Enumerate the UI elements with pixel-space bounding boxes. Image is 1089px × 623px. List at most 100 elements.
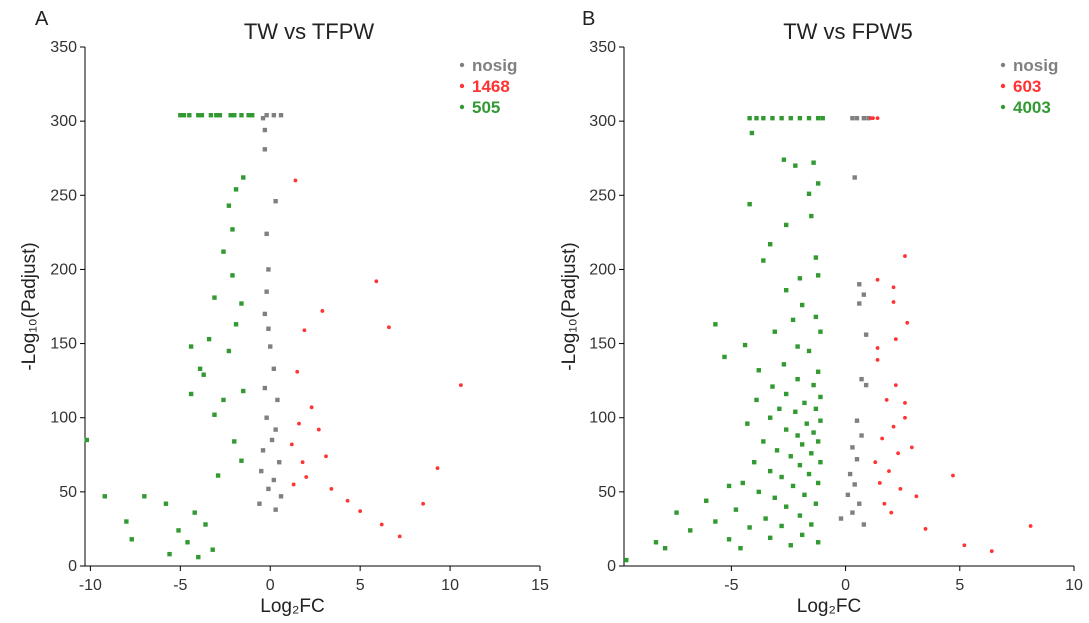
- data-point-nosig: [857, 282, 862, 287]
- data-point-down: [763, 516, 768, 521]
- data-point-down: [203, 522, 208, 527]
- data-point-down: [815, 480, 821, 486]
- data-point-nosig: [266, 486, 271, 492]
- data-point-nosig: [278, 113, 284, 118]
- chart-title: TW vs FPW5: [783, 19, 913, 44]
- data-point-down: [722, 354, 727, 360]
- data-point-nosig: [268, 344, 273, 349]
- data-point-down: [226, 348, 232, 354]
- data-point-up: [875, 357, 880, 362]
- data-point-down: [233, 322, 239, 327]
- data-point-down: [241, 175, 246, 180]
- data-point-up: [300, 460, 305, 465]
- data-point-nosig: [850, 115, 855, 121]
- data-point-nosig: [262, 385, 268, 391]
- y-tick-label: 50: [59, 484, 77, 501]
- data-point-nosig: [866, 115, 871, 121]
- data-point-down: [653, 540, 659, 545]
- legend-marker-down: [459, 104, 465, 110]
- data-point-down: [230, 273, 235, 278]
- data-point-down: [188, 391, 194, 397]
- data-point-down: [809, 522, 814, 527]
- legend-label-up: 1468: [472, 77, 510, 96]
- data-point-down: [726, 483, 732, 489]
- chart-title: TW vs TFPW: [244, 19, 375, 44]
- data-point-down: [688, 528, 693, 533]
- data-point-nosig: [859, 376, 864, 382]
- data-point-down: [726, 537, 732, 542]
- data-point-down: [797, 513, 803, 518]
- data-point-down: [199, 113, 205, 118]
- data-point-nosig: [262, 147, 268, 152]
- data-point-nosig: [271, 113, 277, 118]
- data-point-up: [951, 473, 955, 478]
- data-point-down: [754, 397, 759, 403]
- data-point-down: [738, 546, 743, 551]
- data-point-down: [781, 362, 787, 367]
- data-point-up: [320, 309, 325, 313]
- y-tick-label: 0: [68, 558, 77, 575]
- data-point-nosig: [260, 448, 266, 453]
- data-point-down: [815, 369, 821, 374]
- y-tick-label: 50: [598, 484, 616, 501]
- series-up: [289, 178, 463, 539]
- x-tick-label: 10: [1065, 577, 1083, 594]
- data-point-up: [880, 436, 885, 441]
- data-point-down: [178, 113, 183, 118]
- data-point-down: [793, 409, 798, 414]
- data-point-down: [797, 462, 803, 468]
- data-point-down: [201, 372, 206, 377]
- data-point-up: [898, 486, 903, 491]
- data-point-up: [903, 415, 907, 420]
- data-point-nosig: [266, 267, 271, 272]
- data-point-nosig: [861, 522, 867, 527]
- data-point-down: [806, 348, 812, 354]
- data-point-down: [813, 501, 819, 506]
- data-point-up: [289, 442, 294, 447]
- data-point-nosig: [271, 366, 277, 371]
- data-point-down: [142, 494, 147, 499]
- data-point-up: [891, 300, 896, 304]
- data-point-up: [893, 383, 898, 387]
- data-point-down: [799, 442, 805, 447]
- data-point-nosig: [845, 492, 851, 498]
- data-point-down: [797, 115, 803, 121]
- data-point-nosig: [257, 501, 262, 506]
- panel-label: A: [35, 8, 49, 30]
- data-point-down: [226, 203, 232, 208]
- data-point-down: [239, 113, 244, 118]
- legend-marker-nosig: [1000, 62, 1006, 68]
- data-point-nosig: [857, 501, 862, 506]
- data-point-nosig: [273, 507, 278, 512]
- data-point-down: [212, 412, 217, 417]
- data-point-down: [815, 273, 821, 278]
- data-point-down: [818, 329, 823, 334]
- x-tick-label: 5: [955, 577, 964, 594]
- data-point-down: [246, 113, 251, 118]
- data-point-up: [291, 482, 296, 487]
- data-point-up: [914, 494, 919, 499]
- y-tick-label: 200: [50, 261, 77, 278]
- data-point-nosig: [264, 113, 269, 118]
- x-tick-label: -5: [724, 577, 738, 594]
- data-point-down: [197, 366, 203, 371]
- data-point-down: [788, 454, 793, 459]
- data-point-down: [124, 519, 129, 524]
- data-point-nosig: [857, 301, 862, 306]
- data-point-up: [891, 424, 896, 429]
- data-point-down: [818, 460, 823, 465]
- data-point-down: [790, 483, 796, 489]
- data-point-down: [745, 421, 750, 426]
- data-point-down: [756, 368, 761, 373]
- x-tick-label: 0: [266, 577, 275, 594]
- data-point-down: [797, 276, 803, 281]
- x-tick-label: 10: [441, 577, 459, 594]
- data-point-down: [239, 458, 244, 463]
- data-point-nosig: [277, 460, 282, 465]
- data-point-down: [783, 222, 789, 228]
- y-tick-label: 150: [50, 336, 77, 353]
- data-point-down: [102, 494, 107, 499]
- data-point-nosig: [850, 510, 855, 515]
- data-point-down: [779, 523, 784, 529]
